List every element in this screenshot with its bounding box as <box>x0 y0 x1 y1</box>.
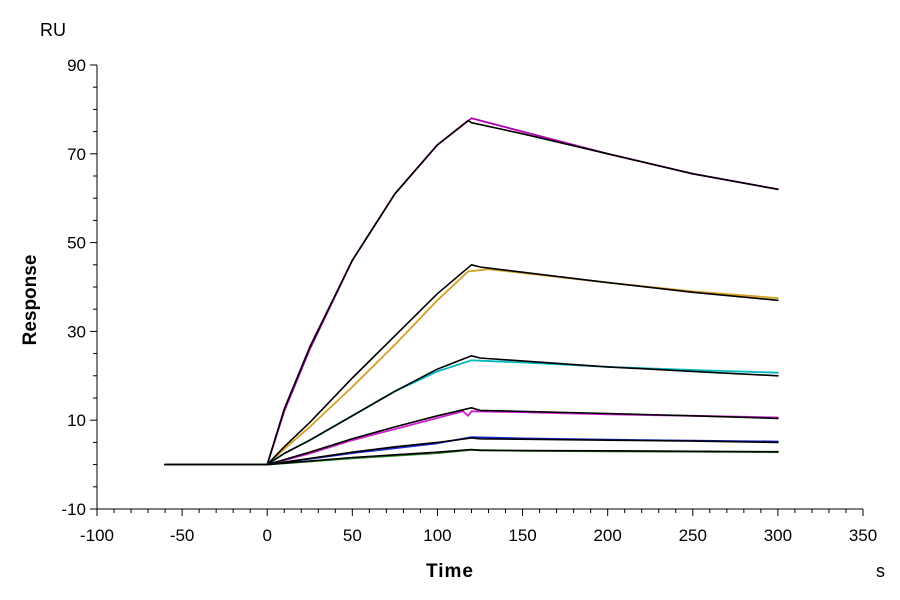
x-tick-label: 350 <box>849 526 877 545</box>
axes: -10 10 30 50 70 90 -100 -50 0 50 100 150 200 250 300 35… <box>61 56 877 545</box>
x-tick-label: -100 <box>80 526 114 545</box>
y-tick-label: 90 <box>67 56 86 75</box>
x-axis-title: Time <box>426 561 474 582</box>
y-tick-label: -10 <box>61 500 86 519</box>
series-layer <box>164 117 779 466</box>
series-line-3-measured <box>164 268 779 466</box>
y-tick-label: 70 <box>67 145 86 164</box>
series-line-7-measured <box>164 410 779 466</box>
series-line-6-fit <box>164 355 779 466</box>
x-tick-label: 300 <box>764 526 792 545</box>
y-tick-label: 30 <box>67 322 86 341</box>
series-line-10-fit <box>164 437 779 466</box>
x-tick-label: 50 <box>343 526 362 545</box>
x-unit-label: s <box>876 561 885 581</box>
series-line-8-fit <box>164 407 779 466</box>
x-tick-label: 150 <box>508 526 536 545</box>
y-unit-label: RU <box>40 20 66 40</box>
x-tick-label: 250 <box>679 526 707 545</box>
series-line-2-fit <box>164 119 779 466</box>
y-axis-title: Response <box>20 255 41 346</box>
x-tick-label: -50 <box>170 526 195 545</box>
x-tick-label: 200 <box>593 526 621 545</box>
x-tick-label: 100 <box>423 526 451 545</box>
series-line-12-fit <box>164 448 779 466</box>
series-line-11-measured <box>164 449 779 466</box>
series-line-4-fit <box>164 264 779 466</box>
x-tick-label: 0 <box>262 526 271 545</box>
y-tick-label: 10 <box>67 411 86 430</box>
y-tick-label: 50 <box>67 234 86 253</box>
